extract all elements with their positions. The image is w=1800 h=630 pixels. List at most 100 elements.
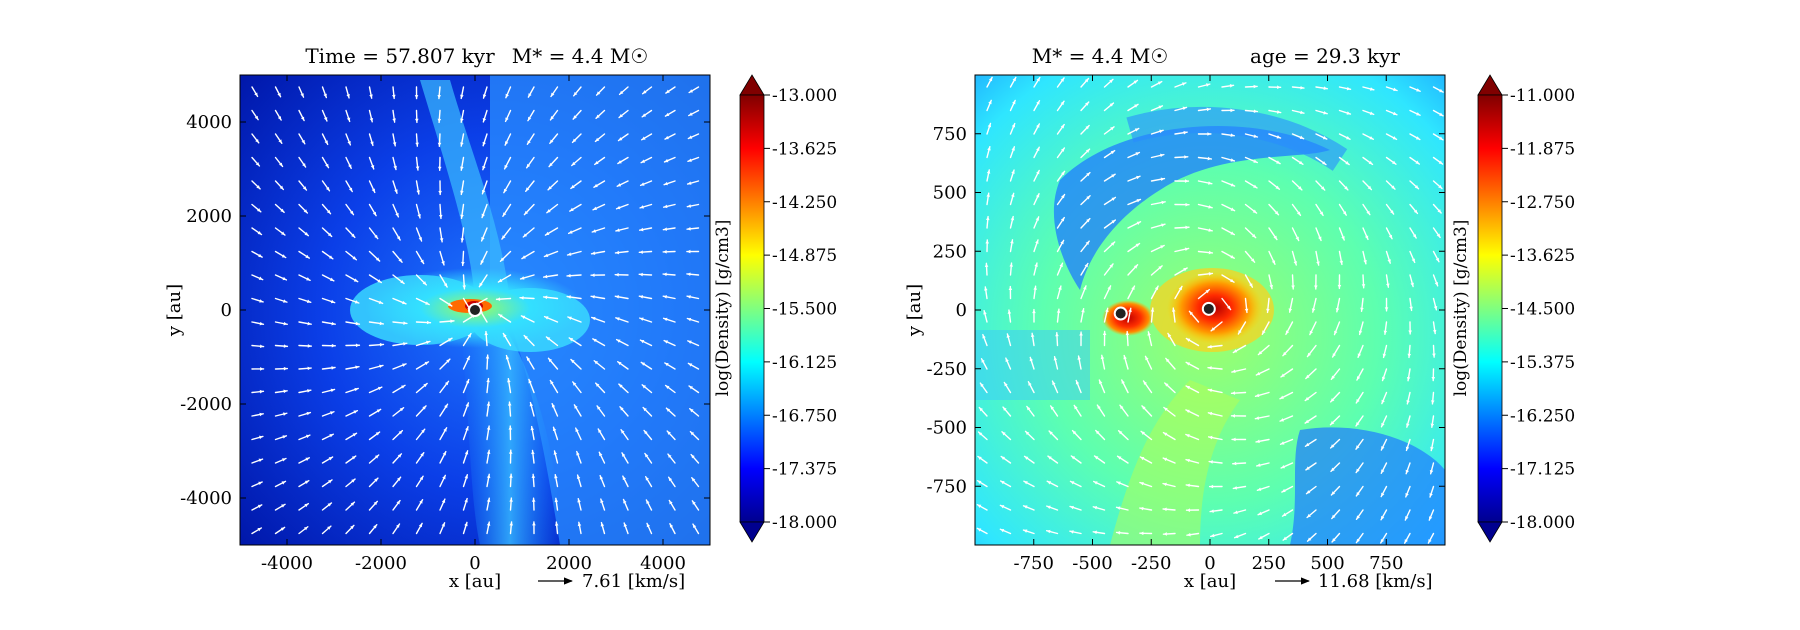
velocity-arrow-head [1383,330,1388,335]
velocity-arrow-head [324,140,328,145]
left-velocity-field [251,86,700,535]
velocity-arrow-head [464,522,468,527]
velocity-arrow-head [1035,193,1040,198]
velocity-arrow-head [305,457,310,461]
velocity-arrow-head [669,500,673,505]
velocity-arrow-head [1061,171,1065,176]
velocity-arrow-head [1185,409,1190,414]
velocity-arrow-head [1208,205,1213,209]
velocity-arrow-head [572,381,577,386]
velocity-arrow-head [1413,209,1418,214]
velocity-arrow-head [639,295,644,299]
velocity-arrow-head [1167,333,1172,338]
colorbar-tick-label: -15.375 [1510,353,1575,373]
velocity-arrow-head [1295,236,1299,241]
velocity-arrow-head [1008,286,1013,291]
velocity-arrow-head [437,142,442,147]
velocity-arrow-head [1369,136,1374,140]
velocity-arrow-head [1086,172,1090,177]
right-colorbar-bar [1477,94,1503,523]
velocity-arrow-head [1163,457,1168,462]
velocity-arrow-head [664,135,669,140]
velocity-arrow-head [1083,285,1087,290]
velocity-arrow-head [1381,515,1385,520]
velocity-arrow-head [1004,382,1008,387]
velocity-arrow-head [1405,516,1409,521]
velocity-arrow-head [460,142,464,147]
velocity-arrow-head [437,94,442,99]
velocity-arrow-head [1381,422,1385,427]
velocity-arrow-head [549,139,554,144]
velocity-arrow-head [1331,375,1335,380]
velocity-arrow-head [546,336,551,341]
velocity-arrow-head [567,316,572,320]
velocity-arrow-head [1380,539,1385,543]
velocity-arrow-head [550,92,555,97]
velocity-arrow-head [259,344,264,349]
velocity-arrow-head [1184,179,1189,183]
velocity-arrow-head [692,524,697,529]
velocity-arrow-head [527,116,532,121]
velocity-arrow-head [665,385,670,390]
velocity-arrow-head [639,250,643,254]
velocity-arrow-head [544,253,549,257]
velocity-arrow-head [422,281,427,285]
velocity-arrow-head [1404,539,1408,544]
velocity-arrow-head [1275,185,1280,190]
velocity-arrow-head [258,458,263,463]
velocity-arrow-head [1430,423,1435,428]
velocity-arrow-head [1026,406,1031,411]
velocity-arrow-head [1028,381,1032,386]
velocity-arrow-head [1253,184,1258,188]
velocity-arrow-head [372,211,377,216]
velocity-arrow-head [1332,353,1336,358]
velocity-arrow-head [1211,327,1215,331]
velocity-arrow-head [481,213,485,218]
velocity-arrow-head [331,366,336,370]
velocity-arrow-head [393,165,397,170]
velocity-arrow-head [441,522,445,527]
velocity-arrow-head [277,92,281,97]
velocity-arrow-head [1387,259,1391,264]
velocity-arrow-head [977,456,982,460]
velocity-arrow-head [686,272,691,277]
velocity-arrow-head [420,259,424,264]
velocity-arrow-head [1000,505,1005,509]
velocity-arrow-head [619,113,623,118]
y-tick-label: -750 [927,476,967,497]
right-colorbar-label: log(Density) [g/cm3] [1451,220,1471,397]
velocity-arrow-head [528,93,532,98]
velocity-arrow-head [1341,236,1345,240]
velocity-arrow-head [1109,103,1114,107]
velocity-arrow-head [259,299,264,303]
velocity-arrow-head [330,411,334,415]
colorbar-tick-label: -11.000 [1510,86,1575,106]
velocity-arrow-head [1258,535,1263,539]
velocity-arrow-head [1253,134,1258,138]
velocity-arrow-head [689,408,694,413]
velocity-arrow-head [1282,351,1287,356]
y-tick-label: 0 [221,300,232,321]
velocity-arrow-head [397,477,401,482]
velocity-arrow-head [1141,405,1146,410]
velocity-arrow-head [1060,101,1065,106]
velocity-arrow-head [1023,481,1028,485]
velocity-arrow-head [394,189,398,194]
velocity-arrow-head [283,389,288,394]
y-tick-label: 2000 [186,206,232,227]
velocity-arrow-head [465,402,469,407]
velocity-arrow-head [327,232,332,237]
velocity-arrow-head [1305,466,1310,470]
velocity-arrow-head [1253,109,1258,114]
velocity-arrow-head [1322,135,1327,140]
velocity-arrow-head [1428,516,1433,521]
velocity-arrow-head [1060,240,1064,245]
velocity-arrow-head [355,343,360,348]
velocity-arrow-head [548,358,553,363]
velocity-arrow-head [351,233,355,238]
velocity-arrow-head [639,227,644,232]
velocity-arrow-head [1356,376,1361,381]
velocity-arrow-head [402,300,406,305]
velocity-arrow-head [1323,111,1328,115]
velocity-arrow-head [330,299,335,304]
